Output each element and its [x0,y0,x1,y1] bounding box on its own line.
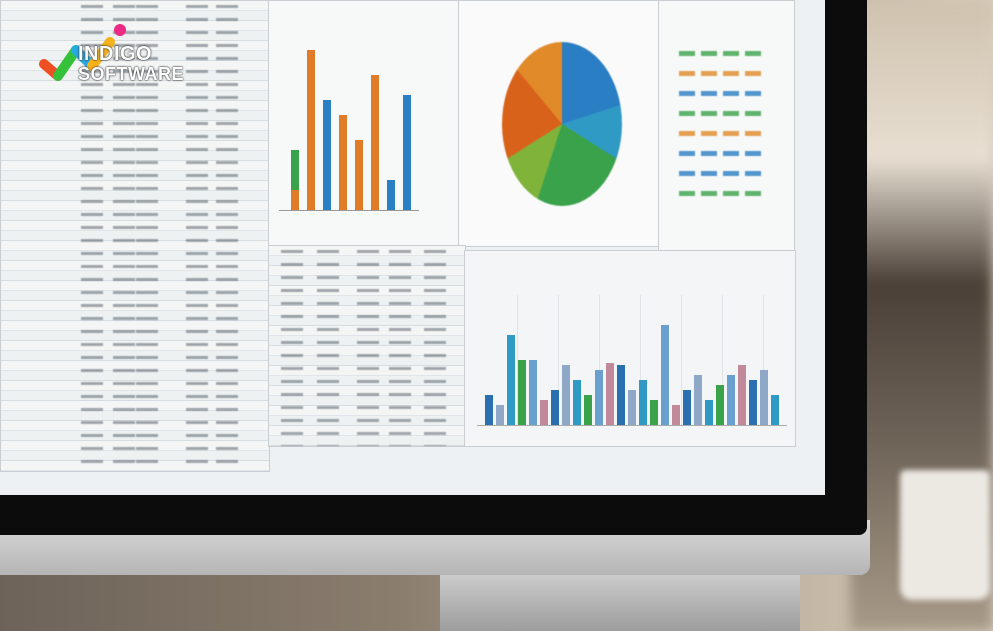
cell-tag [701,91,717,96]
bar [705,400,713,425]
cell-tag [701,51,717,56]
cell-tag [745,91,761,96]
bar [738,365,746,425]
bar-chart-panel [268,0,460,247]
bar [323,100,331,210]
bar [672,405,680,425]
bar [291,150,299,210]
cell-tag [745,171,761,176]
cell-tag [745,131,761,136]
bar [595,370,603,425]
logo-text-software: SOFTWARE [78,64,184,84]
cell-tag [723,91,739,96]
bar [606,363,614,425]
bar [291,190,299,210]
cell-tag [723,151,739,156]
bar [507,335,515,425]
coffee-cup [900,470,990,600]
cell-tag [723,51,739,56]
cell-tag [701,191,717,196]
bar [371,75,379,210]
bar [661,325,669,425]
bar [551,390,559,425]
cell-tag [679,191,695,196]
monitor-stand [440,570,800,631]
bar [573,380,581,425]
bar [628,390,636,425]
bar [518,360,526,425]
bar [771,395,779,425]
bar [694,375,702,425]
cell-tag [679,171,695,176]
bar [617,365,625,425]
cell-tag [701,111,717,116]
cell-tag [679,71,695,76]
spreadsheet-left [0,0,270,472]
cell-tag [701,151,717,156]
cell-tag [723,131,739,136]
cell-tag [723,171,739,176]
bar [650,400,658,425]
spreadsheet-middle [268,245,466,447]
bar [639,380,647,425]
bar [403,95,411,210]
bar [496,405,504,425]
cell-tag [745,111,761,116]
cell-tag [701,131,717,136]
cell-tag [679,51,695,56]
cell-tag [723,71,739,76]
bar [485,395,493,425]
bar [339,115,347,210]
cell-tag [679,111,695,116]
cell-tag [745,71,761,76]
bar [584,395,592,425]
cell-tag [745,191,761,196]
cell-tag [745,51,761,56]
cell-tag [745,151,761,156]
monitor-bezel [0,0,867,535]
column-chart-panel [464,250,796,447]
bar [540,400,548,425]
bar [749,380,757,425]
bar [760,370,768,425]
cell-tag [723,111,739,116]
bar [727,375,735,425]
logo-text-indigo: INDIGO [78,43,153,65]
cell-tag [679,91,695,96]
bar [307,50,315,210]
bar [387,180,395,210]
bar [562,365,570,425]
cell-tag [723,191,739,196]
monitor-screen [0,0,825,495]
pie-chart [502,42,622,206]
cell-tag [679,131,695,136]
bar [716,385,724,425]
bar [355,140,363,210]
cell-tag [701,171,717,176]
indigo-software-logo [39,24,126,81]
bar [529,360,537,425]
cell-tag [679,151,695,156]
cell-tag [701,71,717,76]
bar [683,390,691,425]
table-right [658,0,795,252]
